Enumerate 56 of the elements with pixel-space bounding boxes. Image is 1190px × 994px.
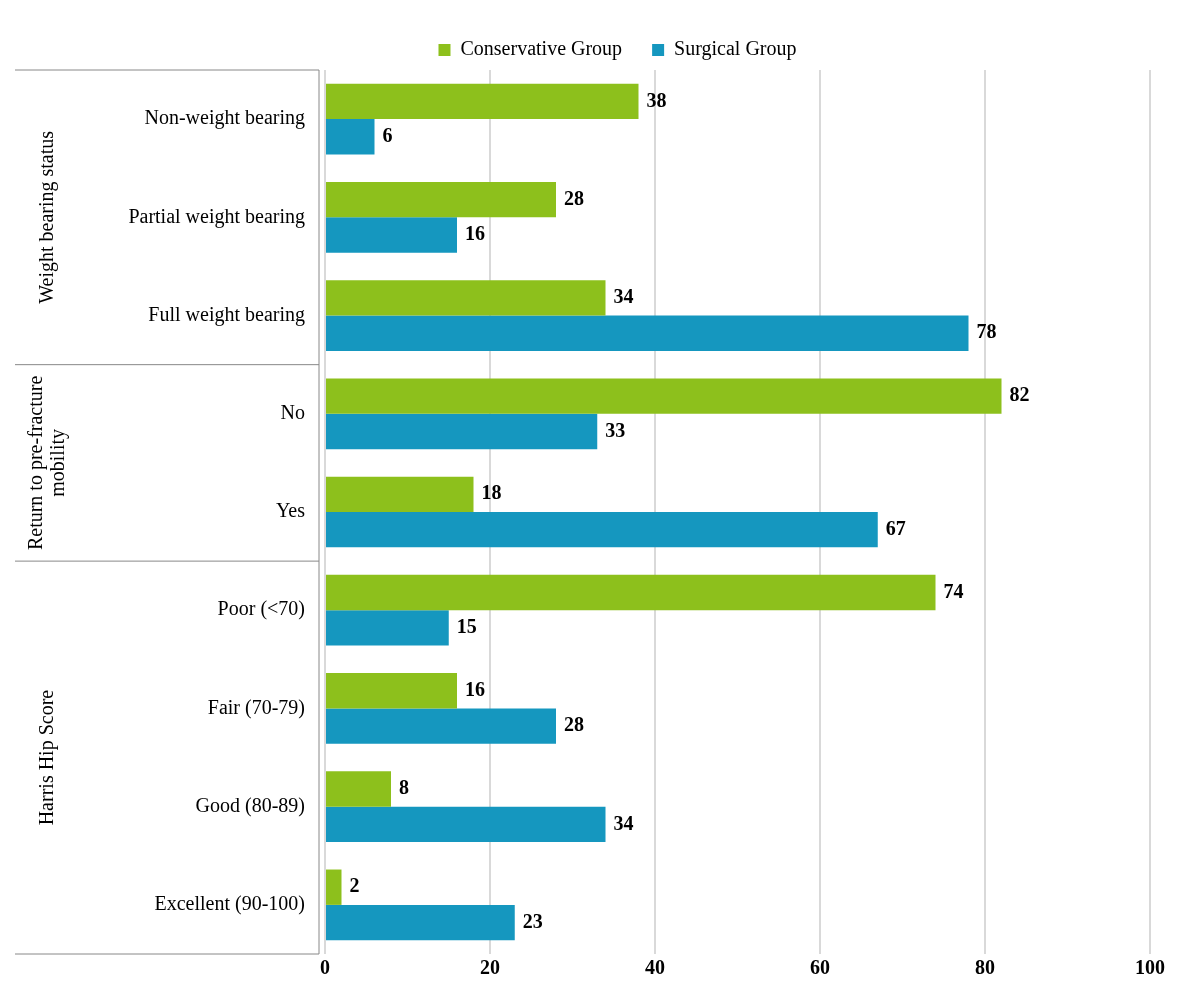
y-tick-label: Excellent (90-100) — [154, 892, 305, 916]
bar — [326, 771, 391, 807]
x-tick-label: 60 — [810, 956, 830, 979]
text: Weight bearing status — [35, 130, 59, 304]
text: Harris Hip Score — [35, 689, 59, 826]
x-tick-label: 80 — [975, 956, 995, 979]
bar — [326, 181, 556, 218]
bar — [326, 476, 474, 512]
bar — [326, 806, 606, 843]
data-label: 18 — [481, 481, 502, 504]
data-label: 78 — [976, 320, 997, 343]
bar — [326, 217, 457, 253]
y-tick-label: Poor (<70) — [217, 597, 305, 621]
data-label: 8 — [399, 776, 409, 799]
y-tick-label: Partial weight bearing — [128, 204, 305, 228]
x-tick-label: 20 — [480, 956, 500, 979]
bar — [326, 904, 515, 941]
data-label: 15 — [456, 615, 477, 638]
y-tick-label: Fair (70-79) — [207, 695, 305, 719]
y-tick-label: Yes — [275, 499, 306, 522]
data-label: 74 — [943, 579, 964, 602]
text: Return to pre-fracture mobility — [24, 375, 70, 551]
bar — [326, 673, 457, 709]
data-label: 34 — [613, 285, 634, 308]
bar — [326, 83, 639, 120]
legend-label: Surgical Group — [674, 37, 797, 61]
data-label: 38 — [646, 88, 667, 111]
data-label: 28 — [564, 186, 584, 209]
bar — [326, 708, 556, 744]
x-tick-label: 100 — [1135, 956, 1165, 979]
legend-label: Conservative Group — [460, 37, 623, 61]
bar — [326, 378, 1002, 414]
bar — [326, 315, 969, 351]
y-tick-label: Good (80-89) — [195, 793, 305, 817]
x-tick-label: 0 — [320, 956, 330, 979]
data-label: 16 — [465, 222, 485, 245]
data-label: 33 — [605, 418, 626, 441]
bar — [326, 280, 606, 316]
y-tick-label: No — [280, 401, 305, 424]
data-label: 6 — [382, 123, 393, 146]
bar — [326, 610, 449, 646]
data-label: 23 — [522, 909, 543, 932]
data-label: 34 — [613, 811, 634, 834]
bar — [326, 119, 375, 155]
data-label: 16 — [465, 677, 485, 700]
bar — [326, 574, 936, 611]
data-label: 2 — [349, 874, 360, 897]
bar — [326, 512, 878, 548]
y-tick-label: Non-weight bearing — [144, 106, 305, 130]
data-label: 82 — [1009, 383, 1030, 406]
bar — [326, 869, 342, 905]
x-tick-label: 40 — [645, 956, 665, 979]
data-label: 28 — [564, 713, 584, 736]
bar — [326, 413, 598, 450]
y-tick-label: Full weight bearing — [148, 302, 305, 326]
data-label: 67 — [885, 516, 906, 539]
